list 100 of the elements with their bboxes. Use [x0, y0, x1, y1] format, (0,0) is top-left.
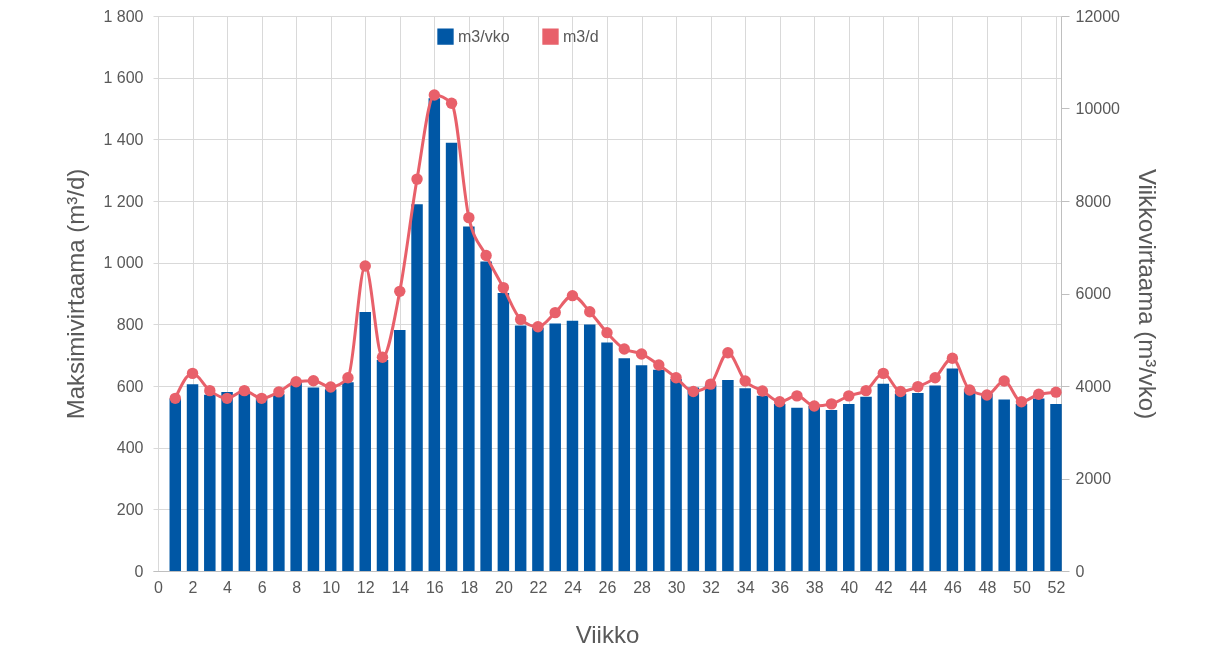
y-tick-label: 200	[116, 500, 144, 518]
point	[946, 352, 959, 364]
bar	[221, 392, 233, 571]
bar	[1032, 398, 1045, 571]
point	[773, 396, 786, 408]
point	[514, 313, 527, 326]
bar	[756, 395, 769, 571]
bar	[549, 323, 561, 571]
bar	[238, 392, 251, 571]
y-tick-label: 1 000	[103, 254, 144, 272]
point	[877, 367, 890, 380]
x-tick-label: 18	[460, 578, 479, 596]
x-tick-label: 10	[322, 578, 341, 596]
bar	[428, 98, 441, 571]
bar	[963, 389, 976, 571]
bar	[566, 320, 579, 571]
bar	[290, 381, 302, 571]
point	[1033, 388, 1045, 401]
y2-axis-title: Viikkovirtaama (m³/vko)	[1133, 168, 1161, 420]
bar	[860, 396, 872, 571]
x-tick-label: 22	[529, 578, 548, 596]
point	[843, 390, 855, 402]
x-tick-label: 4	[223, 578, 233, 596]
point	[584, 306, 596, 318]
point	[687, 385, 700, 398]
x-tick-label: 32	[702, 578, 721, 596]
y-axis-title: Maksimivirtaama (m³/d)	[62, 168, 90, 420]
bar	[376, 360, 389, 571]
bar	[359, 312, 371, 571]
y-tick-label: 1 200	[103, 192, 144, 210]
point	[670, 371, 682, 384]
bar	[169, 398, 182, 571]
point	[342, 371, 354, 384]
bar	[791, 407, 803, 571]
y2-tick-label: 4000	[1075, 377, 1112, 395]
point	[169, 392, 181, 405]
x-tick-label: 52	[1047, 578, 1066, 596]
x-tick-label: 24	[564, 578, 582, 596]
point	[324, 381, 337, 393]
x-tick-label: 20	[494, 578, 513, 596]
point	[273, 386, 285, 398]
y-tick-label: 400	[116, 439, 144, 457]
y2-tick-label: 6000	[1075, 285, 1112, 302]
bar	[912, 392, 924, 571]
point	[1015, 396, 1028, 408]
x-tick-label: 16	[425, 578, 444, 596]
point	[532, 321, 544, 333]
bar	[687, 387, 700, 571]
point	[411, 173, 423, 185]
x-tick-label: 40	[840, 578, 859, 596]
bar	[998, 399, 1010, 571]
bar	[618, 358, 631, 571]
bar	[411, 204, 423, 571]
bar	[204, 394, 216, 571]
y-tick-label: 0	[134, 562, 144, 580]
point	[566, 289, 579, 302]
bar	[635, 365, 648, 571]
point	[653, 359, 665, 371]
point	[204, 384, 216, 397]
bar	[532, 327, 544, 571]
point	[929, 371, 941, 384]
y-tick-label: 1 800	[103, 7, 144, 25]
point	[428, 89, 441, 101]
point	[618, 343, 630, 355]
bar	[394, 330, 406, 571]
y2-tick-label: 12000	[1075, 7, 1121, 25]
x-tick-label: 34	[736, 578, 755, 596]
bar	[255, 398, 268, 571]
point	[359, 260, 371, 272]
x-tick-label: 8	[292, 578, 302, 596]
legend-label: m3/vko	[458, 27, 510, 45]
point	[497, 281, 510, 294]
x-tick-label: 30	[667, 578, 686, 596]
bar	[324, 389, 337, 571]
point	[186, 367, 199, 380]
bar	[653, 369, 665, 571]
bar	[946, 368, 959, 571]
x-tick-label: 38	[805, 578, 824, 596]
bar	[497, 293, 510, 571]
point	[290, 375, 302, 388]
bar	[670, 379, 682, 571]
bar	[1050, 404, 1062, 571]
point	[912, 380, 924, 393]
bar	[739, 388, 751, 571]
bar	[843, 404, 855, 571]
x-tick-label: 46	[943, 578, 962, 596]
point	[1050, 386, 1062, 398]
x-tick-label: 42	[874, 578, 893, 596]
point	[601, 326, 613, 339]
y-tick-label: 600	[116, 377, 144, 395]
x-tick-label: 50	[1013, 578, 1031, 596]
point	[791, 390, 803, 402]
point	[445, 97, 458, 109]
bar	[981, 393, 993, 571]
point	[549, 306, 561, 319]
point	[894, 385, 907, 398]
x-tick-label: 2	[188, 578, 198, 596]
bar	[808, 405, 820, 571]
bar	[463, 226, 475, 571]
legend-label: m3/d	[563, 27, 599, 45]
